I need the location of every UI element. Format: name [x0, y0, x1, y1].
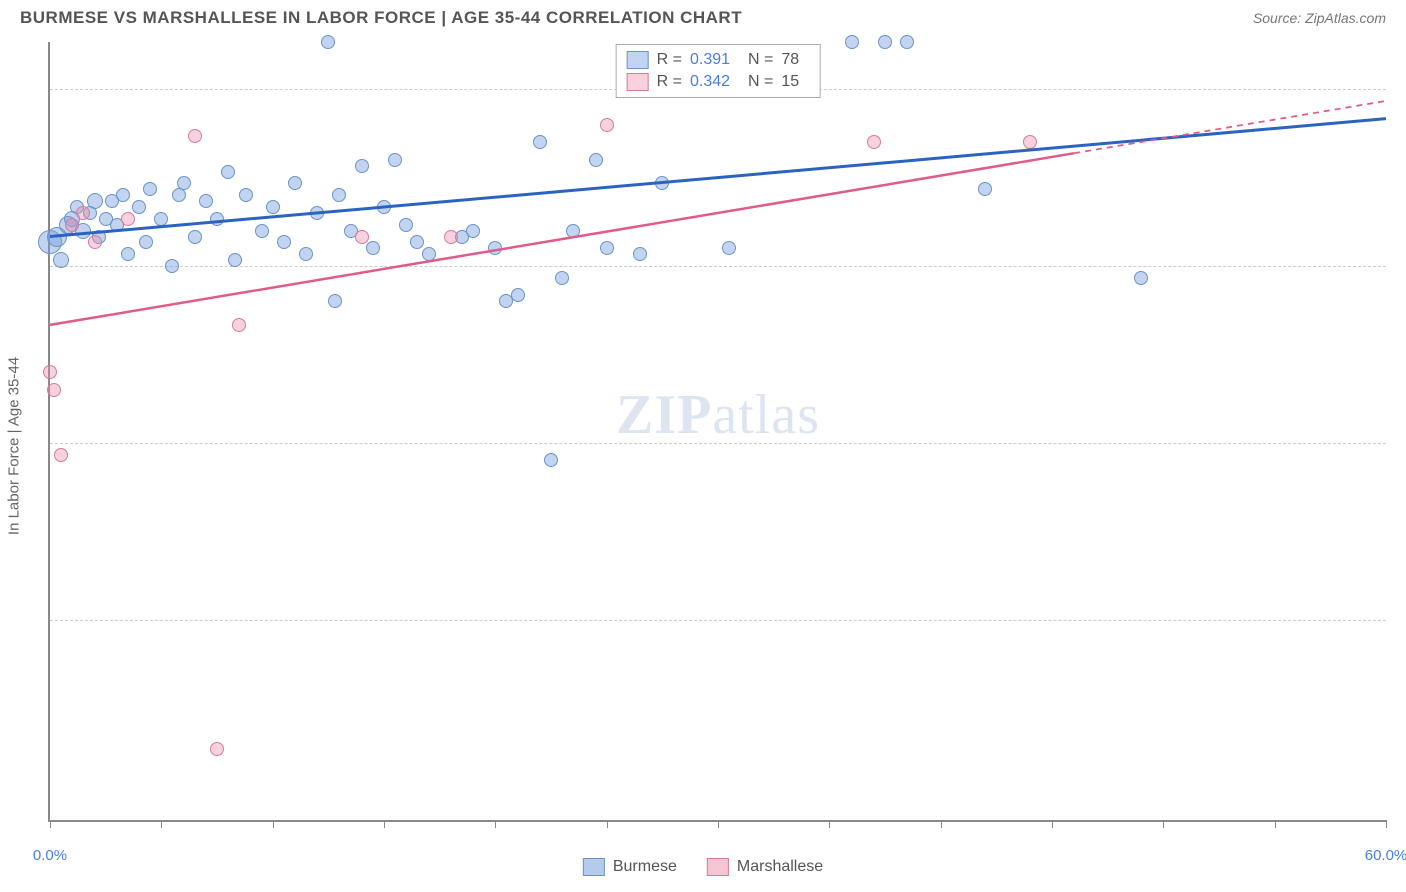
y-tick-label: 70.0% [1396, 434, 1406, 451]
x-tick [829, 820, 830, 828]
x-tick [941, 820, 942, 828]
r-value: 0.342 [690, 73, 740, 91]
scatter-chart: ZIPatlas R = 0.391N = 78R = 0.342N = 15 … [48, 42, 1386, 822]
legend-stats-row: R = 0.391N = 78 [627, 49, 810, 71]
x-tick [384, 820, 385, 828]
legend-swatch [627, 51, 649, 69]
x-tick [607, 820, 608, 828]
legend-label: Marshallese [737, 858, 823, 876]
trend-lines [50, 42, 1386, 820]
chart-title: BURMESE VS MARSHALLESE IN LABOR FORCE | … [20, 8, 742, 28]
legend-swatch [583, 858, 605, 876]
legend-stats-row: R = 0.342N = 15 [627, 71, 810, 93]
x-tick [1052, 820, 1053, 828]
legend-item: Burmese [583, 858, 677, 876]
legend-stats: R = 0.391N = 78R = 0.342N = 15 [616, 44, 821, 98]
x-tick [495, 820, 496, 828]
legend-swatch [627, 73, 649, 91]
r-value: 0.391 [690, 51, 740, 69]
x-tick [161, 820, 162, 828]
legend-item: Marshallese [707, 858, 823, 876]
x-tick-label: 0.0% [33, 847, 67, 864]
legend-label: Burmese [613, 858, 677, 876]
n-value: 15 [781, 73, 809, 91]
chart-source: Source: ZipAtlas.com [1253, 10, 1386, 26]
x-tick [273, 820, 274, 828]
legend-swatch [707, 858, 729, 876]
legend-series: Burmese Marshallese [583, 858, 823, 876]
y-axis-label: In Labor Force | Age 35-44 [6, 357, 23, 535]
n-value: 78 [781, 51, 809, 69]
x-tick [1386, 820, 1387, 828]
x-tick-label: 60.0% [1365, 847, 1406, 864]
x-tick [1163, 820, 1164, 828]
y-tick-label: 55.0% [1396, 611, 1406, 628]
y-tick-label: 85.0% [1396, 257, 1406, 274]
chart-header: BURMESE VS MARSHALLESE IN LABOR FORCE | … [0, 0, 1406, 32]
x-tick [50, 820, 51, 828]
x-tick [718, 820, 719, 828]
x-tick [1275, 820, 1276, 828]
y-tick-label: 100.0% [1396, 81, 1406, 98]
